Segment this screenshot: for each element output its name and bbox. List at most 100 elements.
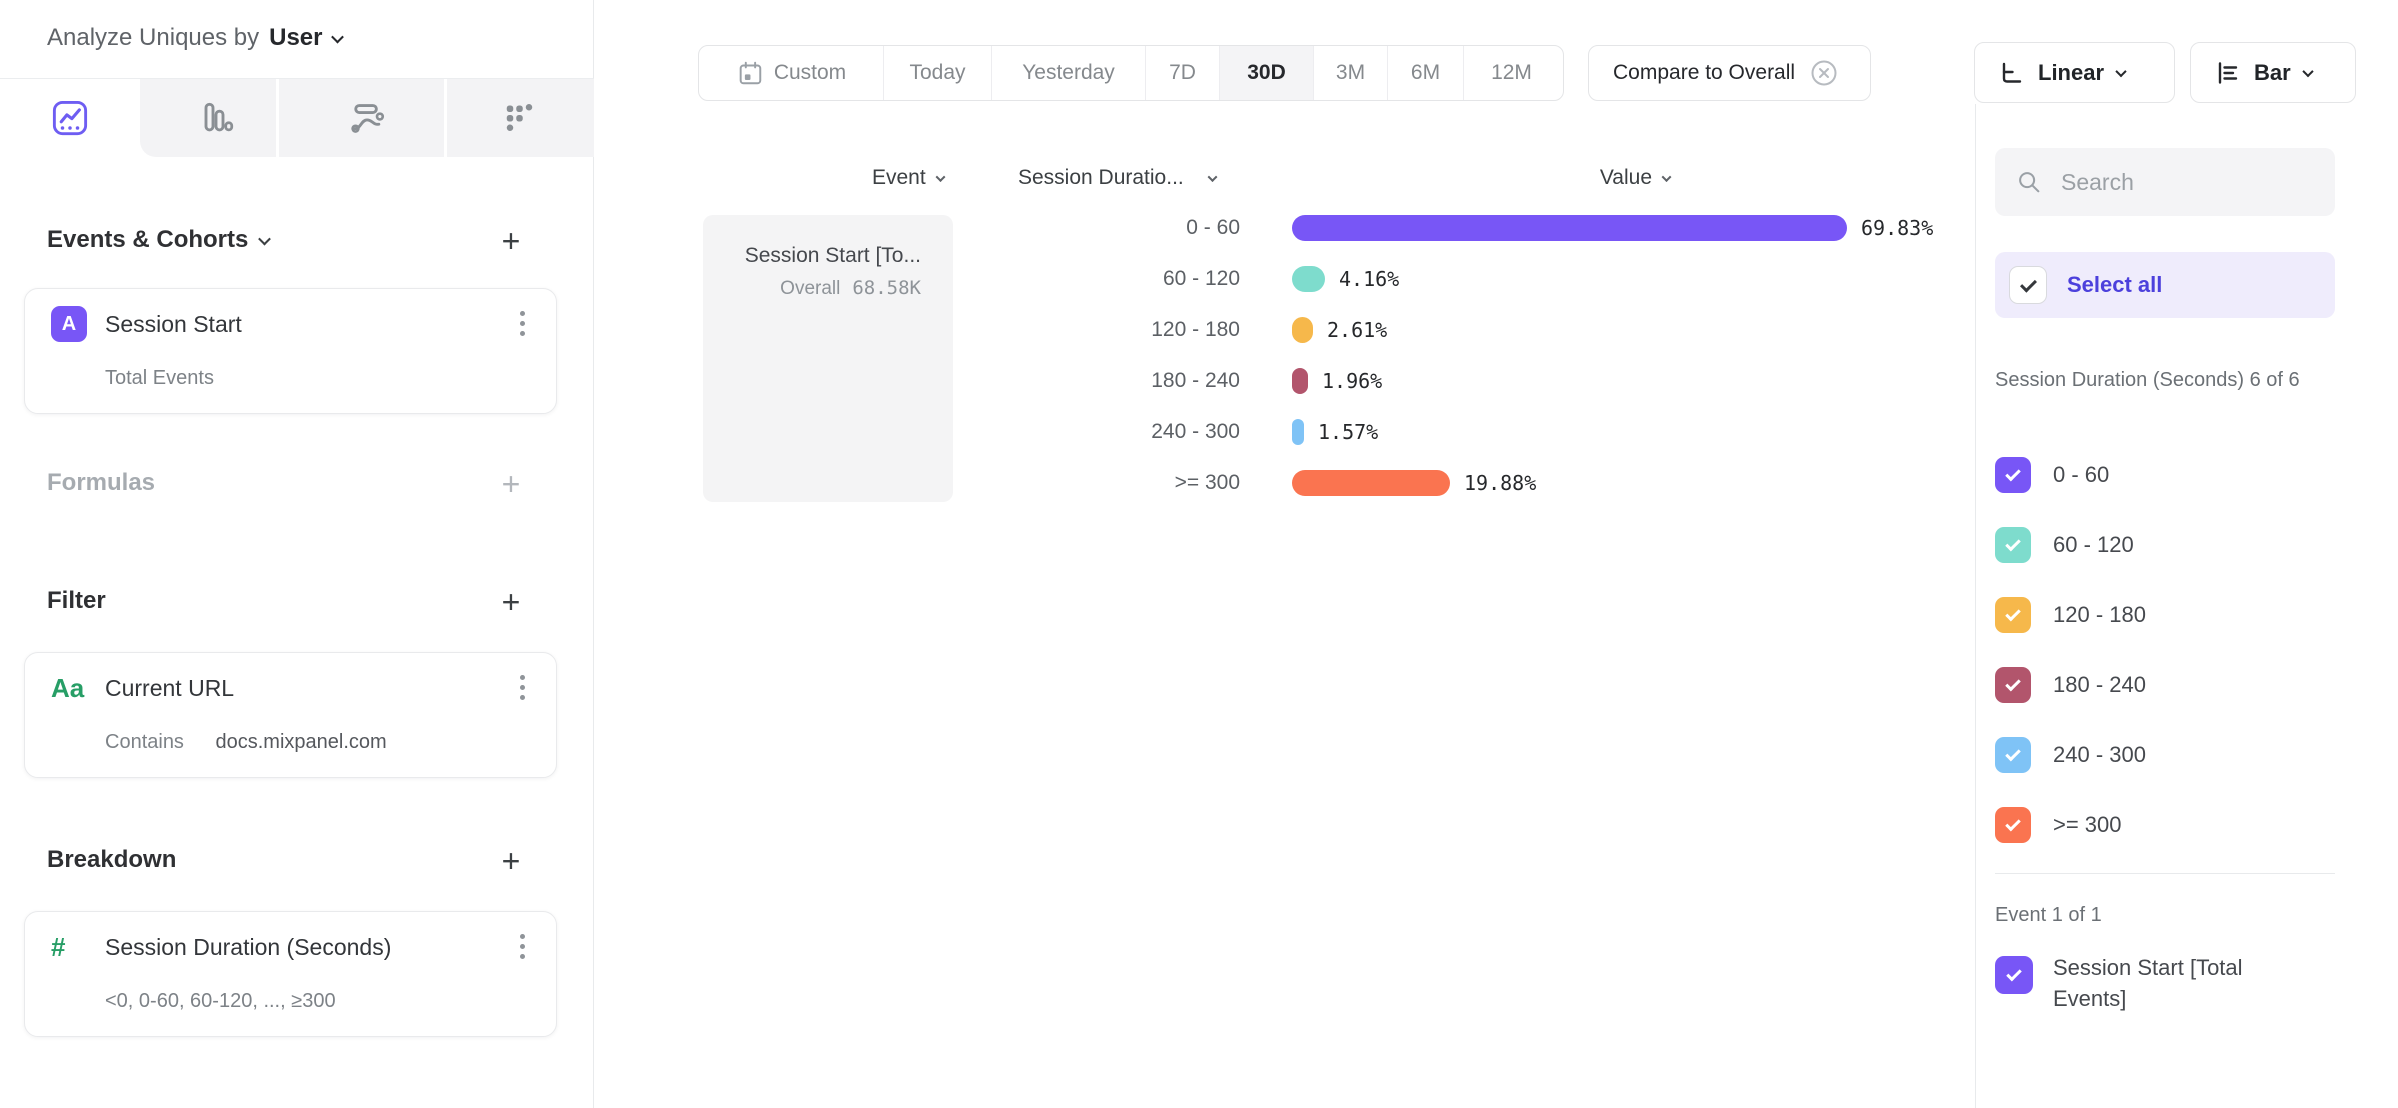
filter-operator[interactable]: Contains [105,731,184,753]
linear-scale-icon [1995,58,2025,88]
range-label: 7D [1169,61,1196,84]
tab-separator [276,79,279,157]
column-header-event[interactable]: Event [872,165,946,191]
add-event-button[interactable]: + [501,223,521,259]
remove-compare-icon[interactable] [1809,58,1839,88]
chart-row: >= 300 19.88% [994,457,1954,508]
range-label: 30D [1247,61,1286,84]
tab-flow[interactable] [291,79,442,157]
add-breakdown-button[interactable]: + [501,843,521,879]
row-category-label: 240 - 300 [1151,419,1240,443]
bar-segment[interactable] [1292,469,1450,496]
filter-card-title[interactable]: Current URL [105,675,235,701]
events-cohorts-title: Events & Cohorts [47,226,249,253]
tab-insights[interactable] [0,79,140,157]
event-row-cell[interactable]: Session Start [To... Overall 68.58K [703,215,953,502]
event-card[interactable]: A Session Start Total Events [24,288,557,414]
chevron-down-icon [2115,65,2127,77]
segment-search[interactable] [1995,148,2335,216]
bar-segment[interactable] [1292,418,1304,445]
compare-to-overall-pill[interactable]: Compare to Overall [1588,45,1871,101]
tab-separator [444,79,447,157]
event-checkbox-item[interactable]: Session Start [Total Events] [1995,952,2335,1014]
event-checkbox-label: Session Start [Total Events] [2053,955,2243,1011]
add-formula-button[interactable]: + [501,466,521,502]
analyze-header[interactable]: Analyze Uniques by User [47,20,344,56]
breakdown-card-title[interactable]: Session Duration (Seconds) [105,934,392,960]
event-card-title[interactable]: Session Start [105,311,242,337]
bar-segment[interactable] [1292,265,1325,292]
segment-checkbox[interactable] [1995,737,2031,773]
chevron-down-icon [1661,171,1672,182]
breakdown-card[interactable]: # Session Duration (Seconds) <0, 0-60, 6… [24,911,557,1037]
row-category-label: 60 - 120 [1162,266,1240,290]
filter-card-condition[interactable]: Contains docs.mixpanel.com [105,731,387,754]
filter-value[interactable]: docs.mixpanel.com [215,731,387,753]
breakdown-title: Breakdown [47,846,177,873]
select-all-checkbox[interactable] [2009,266,2047,304]
row-category-label: 0 - 60 [1186,215,1240,239]
overall-value: 68.58K [852,277,921,299]
range-7d[interactable]: 7D [1145,46,1219,100]
chart-type-value: Bar [2254,59,2291,85]
segment-checkbox-item[interactable]: >= 300 [1995,807,2335,843]
segment-checkbox[interactable] [1995,667,2031,703]
range-12m[interactable]: 12M [1463,46,1559,100]
range-label: 6M [1410,61,1441,84]
segment-checkbox[interactable] [1995,597,2031,633]
segment-checkbox-item[interactable]: 180 - 240 [1995,667,2335,703]
segment-checkbox[interactable] [1995,807,2031,843]
bar-segment[interactable] [1292,367,1308,394]
chart-type-dropdown[interactable]: Bar [2190,42,2356,103]
section-filter: Filter [47,587,106,615]
segment-checkbox-item[interactable]: 240 - 300 [1995,737,2335,773]
section-events-cohorts[interactable]: Events & Cohorts [47,226,272,254]
event-checkbox[interactable] [1995,956,2033,994]
select-all-row[interactable]: Select all [1995,252,2335,318]
value-column-label: Value [1599,166,1652,189]
segment-checkbox[interactable] [1995,527,2031,563]
chevron-down-icon [258,232,272,245]
filter-card-menu-icon[interactable] [512,675,532,700]
range-6m[interactable]: 6M [1387,46,1463,100]
calendar-icon [736,59,764,87]
breakdown-card-subtitle[interactable]: <0, 0-60, 60-120, ..., ≥300 [105,990,336,1012]
panel-divider-horizontal [1995,873,2335,874]
row-category-label: >= 300 [1174,470,1240,494]
chart-row: 240 - 300 1.57% [994,406,1954,457]
filter-title: Filter [47,587,106,614]
range-today[interactable]: Today [883,46,991,100]
event-card-subtitle[interactable]: Total Events [105,367,214,389]
breakdown-card-menu-icon[interactable] [512,934,532,959]
event-row-title: Session Start [To... [744,244,921,267]
bar-segment[interactable] [1292,214,1847,241]
range-custom[interactable]: Custom [699,46,883,100]
range-label: Yesterday [1022,61,1115,84]
bar-value-label: 19.88% [1464,470,1537,495]
date-range-control: Custom Today Yesterday 7D 30D 3M 6M 12M [698,45,1564,101]
column-header-breakdown[interactable]: Session Duratio... [1018,165,1218,191]
event-letter-badge: A [51,306,87,342]
column-header-value[interactable]: Value [1599,165,1672,191]
segment-checkbox[interactable] [1995,457,2031,493]
horizontal-bar-icon [2211,58,2241,88]
segment-checkbox-item[interactable]: 0 - 60 [1995,457,2335,493]
segment-label: 240 - 300 [2053,742,2146,767]
segment-label: 180 - 240 [2053,672,2146,697]
chart-row: 0 - 60 69.83% [994,202,1954,253]
filter-card[interactable]: Aa Current URL Contains docs.mixpanel.co… [24,652,557,778]
range-3m[interactable]: 3M [1313,46,1387,100]
add-filter-button[interactable]: + [501,584,521,620]
search-input[interactable] [2061,168,2291,196]
scale-dropdown[interactable]: Linear [1974,42,2175,103]
bar-value-label: 69.83% [1861,215,1934,240]
bar-segment[interactable] [1292,316,1313,343]
segment-checkbox-item[interactable]: 60 - 120 [1995,527,2335,563]
range-30d[interactable]: 30D [1219,46,1313,100]
range-yesterday[interactable]: Yesterday [991,46,1145,100]
breakdown-group-label: Session Duration (Seconds) 6 of 6 [1995,369,2300,391]
event-card-menu-icon[interactable] [512,311,532,336]
segment-checkbox-item[interactable]: 120 - 180 [1995,597,2335,633]
tab-bar[interactable] [140,79,291,157]
tab-metrics[interactable] [442,79,594,157]
